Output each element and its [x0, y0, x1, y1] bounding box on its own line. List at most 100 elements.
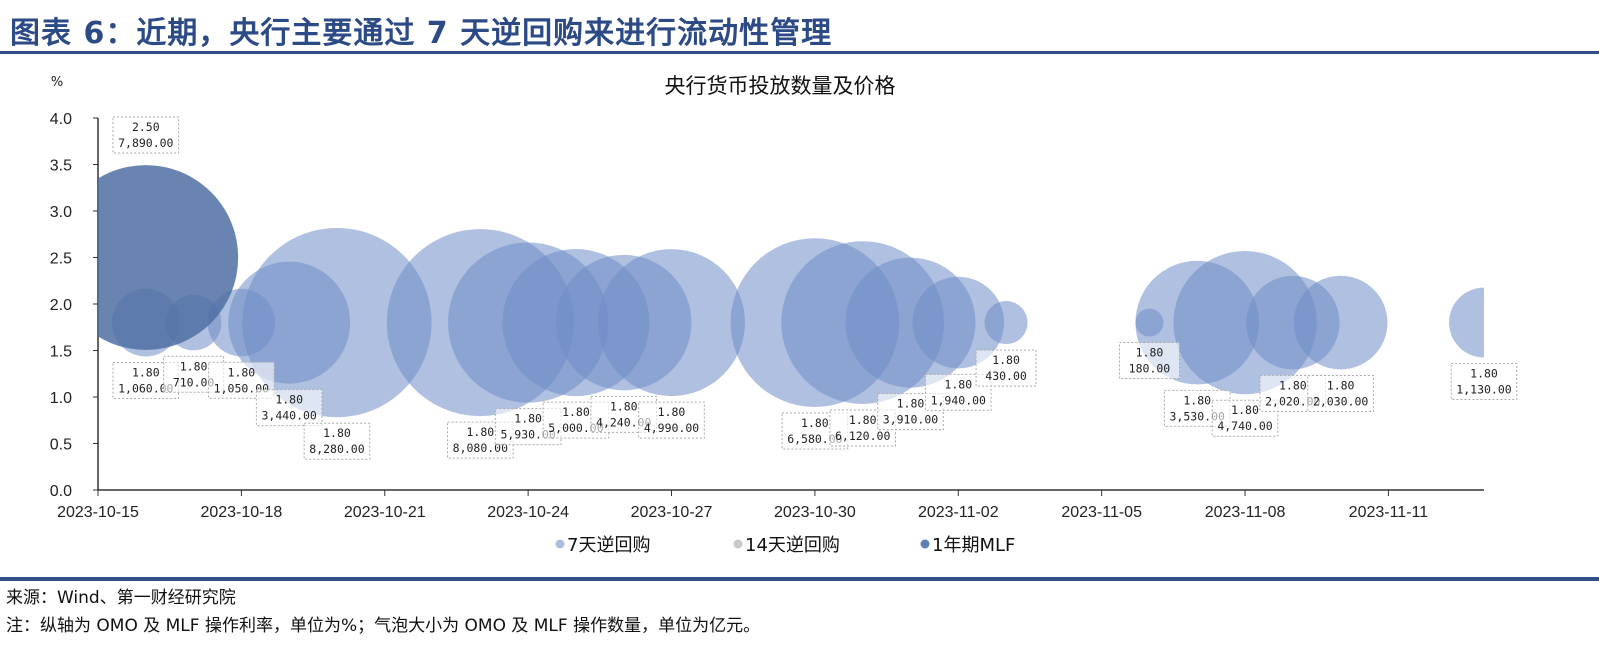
- data-label-rate: 1.80: [1327, 378, 1355, 392]
- x-tick-label: 2023-10-15: [57, 504, 139, 521]
- legend-label: 14天逆回购: [745, 535, 840, 556]
- data-label-amount: 8,280.00: [309, 442, 364, 456]
- y-tick-label: 2.0: [50, 297, 72, 314]
- data-label-amount: 3,440.00: [261, 409, 316, 423]
- data-label-rate: 1.80: [897, 397, 925, 411]
- x-tick-label: 2023-10-27: [631, 504, 713, 521]
- bubbles: [98, 165, 1484, 418]
- data-label-amount: 3,530.00: [1170, 409, 1225, 423]
- data-label: 1.80 2,030.00: [1307, 374, 1374, 412]
- data-label-rate: 1.80: [180, 359, 208, 373]
- data-label-rate: 1.80: [801, 416, 829, 430]
- figure-title: 图表 6：近期，央行主要通过 7 天逆回购来进行流动性管理: [10, 16, 833, 51]
- x-tick-label: 2023-10-30: [774, 504, 856, 521]
- bubble: [1449, 287, 1484, 358]
- legend-marker: [733, 539, 743, 549]
- x-tick-label: 2023-11-05: [1061, 504, 1142, 521]
- y-tick-label: 4.0: [50, 111, 72, 128]
- data-label: 1.80 8,280.00: [303, 422, 371, 460]
- x-tick-label: 2023-10-21: [344, 504, 426, 521]
- data-label-box: [1118, 342, 1180, 380]
- y-tick-label: 3.0: [50, 204, 72, 221]
- data-label-amount: 3,910.00: [883, 413, 938, 427]
- bubble: [598, 249, 745, 397]
- data-label-rate: 1.80: [1136, 346, 1164, 360]
- legend-marker: [555, 539, 565, 549]
- data-label-rate: 1.80: [1231, 403, 1259, 417]
- x-axis: 2023-10-15 2023-10-18 2023-10-21 2023-10-24…: [57, 489, 1484, 521]
- legend-label: 7天逆回购: [567, 535, 650, 556]
- bubble: [984, 301, 1028, 345]
- data-label: 1.80 1,940.00: [924, 373, 992, 411]
- data-label-rate: 1.80: [1470, 367, 1498, 381]
- data-label-rate: 1.80: [323, 426, 351, 440]
- data-label-amount: 4,240.00: [596, 415, 651, 429]
- footnote: 注：纵轴为 OMO 及 MLF 操作利率，单位为%；气泡大小为 OMO 及 ML…: [6, 616, 761, 636]
- legend-item: 1年期MLF: [920, 535, 1015, 556]
- data-label: 1.80 430.00: [975, 349, 1037, 387]
- data-label-box: [255, 389, 323, 427]
- data-label-rate: 1.80: [466, 425, 494, 439]
- bubble: [242, 227, 432, 418]
- data-label-rate: 1.80: [849, 413, 877, 427]
- data-label-amount: 8,080.00: [453, 441, 508, 455]
- data-label-amount: 710.00: [173, 375, 215, 389]
- data-label-rate: 1.80: [658, 405, 686, 419]
- bubble: [98, 165, 239, 350]
- data-label-rate: 2.50: [132, 120, 160, 134]
- bubble: [1293, 275, 1388, 370]
- data-label-rate: 1.80: [1279, 378, 1307, 392]
- legend-marker: [920, 539, 930, 549]
- bubble: [912, 276, 1005, 369]
- y-tick-label: 2.5: [50, 251, 72, 268]
- legend: 7天逆回购 14天逆回购 1年期MLF: [555, 535, 1015, 556]
- data-label-amount: 1,060.00: [118, 381, 173, 395]
- y-tick-label: 3.5: [50, 158, 72, 175]
- header-divider: [0, 51, 1599, 54]
- footer-divider: [0, 577, 1599, 581]
- y-tick-label: 0.5: [50, 437, 72, 454]
- data-label-box: [975, 349, 1037, 387]
- bubble-chart: 央行货币投放数量及价格 % 0.0 0.5 1.0 1.5 2.0 2.5 3.0 3.5 4.…: [50, 74, 1518, 556]
- data-label-rate: 1.80: [562, 405, 590, 419]
- data-label: 1.80 3,440.00: [255, 389, 323, 427]
- legend-label: 1年期MLF: [932, 535, 1015, 556]
- x-tick-label: 2023-11-11: [1349, 504, 1429, 521]
- y-tick-label: 0.0: [50, 483, 72, 500]
- data-label-amount: 6,120.00: [835, 429, 890, 443]
- data-label-amount: 180.00: [1129, 362, 1171, 376]
- data-label-rate: 1.80: [944, 377, 972, 391]
- chart-title: 央行货币投放数量及价格: [665, 74, 896, 98]
- data-label-amount: 5,000.00: [548, 421, 603, 435]
- x-tick-label: 2023-11-02: [918, 504, 999, 521]
- y-tick-label: 1.0: [50, 390, 72, 407]
- data-label-rate: 1.80: [1183, 393, 1211, 407]
- data-label-box: [1307, 374, 1374, 412]
- y-axis-unit: %: [51, 75, 63, 90]
- data-label-amount: 1,130.00: [1456, 383, 1511, 397]
- x-tick-label: 2023-11-08: [1205, 504, 1286, 521]
- data-label-box: [303, 422, 371, 460]
- source-note: 来源：Wind、第一财经研究院: [6, 588, 236, 608]
- data-label-amount: 6,580.00: [787, 432, 842, 446]
- data-label-amount: 4,740.00: [1217, 419, 1272, 433]
- data-label-amount: 2,020.00: [1265, 394, 1320, 408]
- x-tick-label: 2023-10-24: [487, 504, 569, 521]
- data-labels: 1.80 1,060.00 1.80 710.00 1.80 1,050.00 1.80 3,…: [112, 116, 1518, 460]
- legend-item: 14天逆回购: [733, 535, 840, 556]
- legend-item: 7天逆回购: [555, 535, 650, 556]
- data-label-rate: 1.80: [992, 353, 1020, 367]
- data-label-amount: 1,940.00: [931, 393, 986, 407]
- data-label: 1.80 1,130.00: [1450, 363, 1518, 401]
- y-tick-label: 1.5: [50, 344, 72, 361]
- data-label-amount: 5,930.00: [500, 428, 555, 442]
- data-label-box: [1450, 363, 1518, 401]
- data-label: 2.50 7,890.00: [112, 116, 180, 154]
- data-label-box: [638, 401, 705, 439]
- data-label: 1.80 180.00: [1118, 342, 1180, 380]
- data-label-rate: 1.80: [275, 393, 303, 407]
- data-label-rate: 1.80: [514, 412, 542, 426]
- data-label-amount: 1,050.00: [214, 381, 269, 395]
- y-axis: 0.0 0.5 1.0 1.5 2.0 2.5 3.0 3.5 4.0: [50, 111, 99, 500]
- data-label-amount: 7,890.00: [118, 136, 173, 150]
